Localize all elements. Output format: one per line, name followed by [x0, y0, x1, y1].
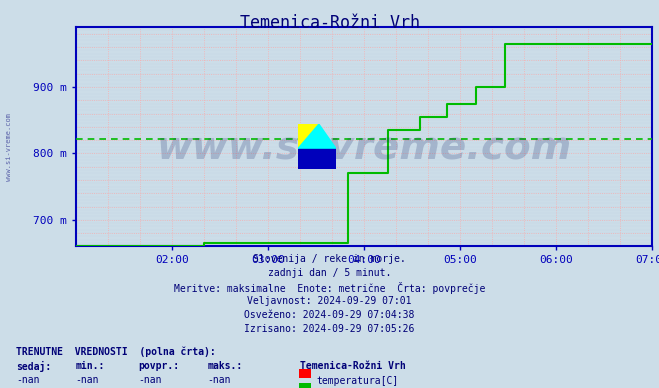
Text: -nan: -nan — [76, 375, 100, 385]
Text: www.si-vreme.com: www.si-vreme.com — [156, 129, 572, 167]
Text: Izrisano: 2024-09-29 07:05:26: Izrisano: 2024-09-29 07:05:26 — [244, 324, 415, 334]
Text: Slovenija / reke in morje.: Slovenija / reke in morje. — [253, 254, 406, 264]
Polygon shape — [298, 149, 336, 169]
Text: Temenica-Rožni Vrh: Temenica-Rožni Vrh — [300, 361, 405, 371]
Text: Osveženo: 2024-09-29 07:04:38: Osveženo: 2024-09-29 07:04:38 — [244, 310, 415, 320]
Polygon shape — [298, 124, 319, 149]
Text: -nan: -nan — [138, 375, 162, 385]
Text: maks.:: maks.: — [208, 361, 243, 371]
Text: TRENUTNE  VREDNOSTI  (polna črta):: TRENUTNE VREDNOSTI (polna črta): — [16, 346, 216, 357]
Text: sedaj:: sedaj: — [16, 361, 51, 372]
Text: Temenica-Rožni Vrh: Temenica-Rožni Vrh — [239, 14, 420, 31]
Text: min.:: min.: — [76, 361, 105, 371]
Text: Meritve: maksimalne  Enote: metrične  Črta: povprečje: Meritve: maksimalne Enote: metrične Črta… — [174, 282, 485, 294]
Text: Veljavnost: 2024-09-29 07:01: Veljavnost: 2024-09-29 07:01 — [247, 296, 412, 306]
Text: zadnji dan / 5 minut.: zadnji dan / 5 minut. — [268, 268, 391, 278]
Text: www.si-vreme.com: www.si-vreme.com — [5, 113, 12, 182]
Text: -nan: -nan — [208, 375, 231, 385]
Text: -nan: -nan — [16, 375, 40, 385]
Text: temperatura[C]: temperatura[C] — [316, 376, 399, 386]
Text: povpr.:: povpr.: — [138, 361, 179, 371]
Polygon shape — [298, 124, 336, 149]
